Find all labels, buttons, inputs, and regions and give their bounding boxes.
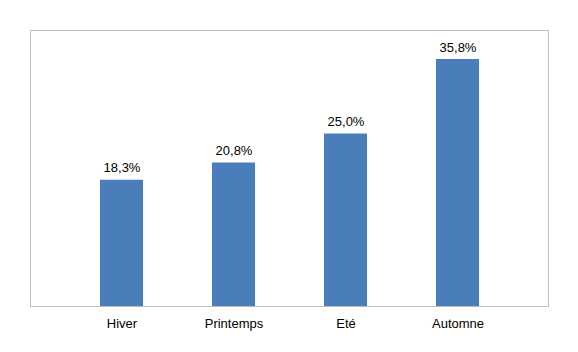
svg-text:Automne: Automne: [432, 316, 484, 331]
svg-text:Printemps: Printemps: [205, 316, 264, 331]
svg-text:20,8%: 20,8%: [216, 143, 253, 158]
svg-text:35,8%: 35,8%: [440, 40, 477, 55]
svg-text:18,3%: 18,3%: [104, 160, 141, 175]
svg-text:Eté: Eté: [336, 316, 356, 331]
svg-text:25,0%: 25,0%: [328, 114, 365, 129]
svg-text:Hiver: Hiver: [107, 316, 138, 331]
